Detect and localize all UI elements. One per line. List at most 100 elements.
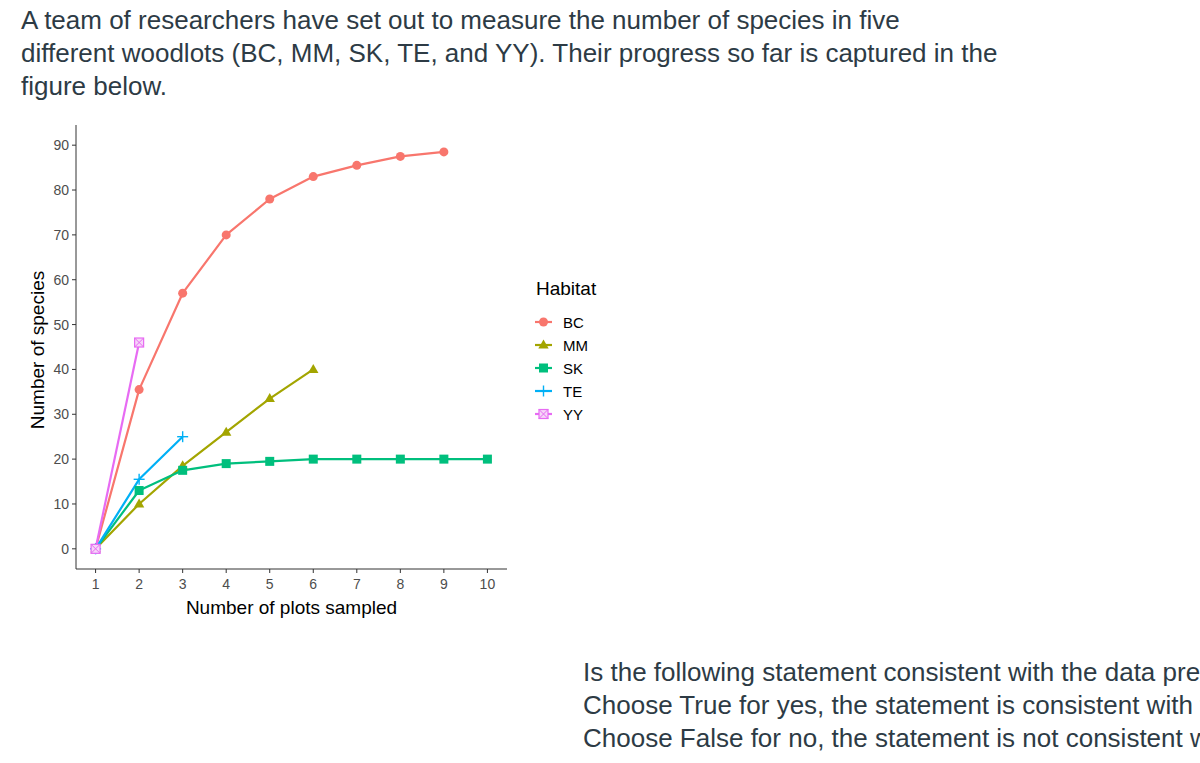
- intro-line: A team of researchers have set out to me…: [21, 5, 900, 35]
- y-tick: [72, 548, 76, 549]
- marker: [135, 385, 144, 394]
- legend-entry: TE: [535, 383, 582, 400]
- marker: [222, 230, 231, 239]
- x-tick: [182, 569, 183, 573]
- y-tick: [72, 190, 76, 191]
- marker: [135, 486, 144, 495]
- y-tick: [72, 369, 76, 370]
- marker-shape: [90, 543, 100, 552]
- marker-shape: [265, 393, 275, 402]
- y-tick: [72, 279, 76, 280]
- marker: [134, 474, 145, 485]
- marker-shape: [178, 466, 187, 475]
- marker: [396, 455, 405, 464]
- marker-shape: [309, 172, 318, 181]
- y-tick: [72, 234, 76, 235]
- x-tick: [356, 569, 357, 573]
- marker-shape: [134, 498, 144, 507]
- marker-shape: [543, 386, 544, 397]
- marker: [538, 386, 549, 397]
- legend-label: BC: [563, 314, 584, 331]
- y-tick: [72, 503, 76, 504]
- marker-shape: [308, 364, 318, 373]
- x-tick-label: 1: [92, 576, 100, 592]
- y-tick: [72, 414, 76, 415]
- marker-shape: [265, 195, 274, 204]
- marker: [91, 544, 100, 553]
- x-axis-title: Number of plots sampled: [186, 597, 397, 618]
- y-tick-label: 40: [53, 361, 69, 377]
- intro-line: figure below.: [21, 71, 167, 101]
- marker: [135, 338, 144, 347]
- y-tick-label: 90: [53, 137, 69, 153]
- marker-shape: [539, 410, 548, 419]
- y-axis-title: Number of species: [27, 271, 48, 429]
- y-tick-label: 0: [61, 541, 69, 557]
- marker: [539, 318, 548, 327]
- marker: [177, 431, 188, 442]
- x-tick-label: 4: [222, 576, 230, 592]
- marker-shape: [539, 410, 548, 419]
- marker-shape: [439, 147, 448, 156]
- marker-shape: [539, 318, 548, 327]
- x-tick: [400, 569, 401, 573]
- marker: [538, 340, 548, 349]
- marker: [352, 161, 361, 170]
- marker-shape: [222, 230, 231, 239]
- marker: [178, 466, 187, 475]
- legend-entry: BC: [535, 314, 584, 331]
- marker: [352, 455, 361, 464]
- marker-shape: [91, 544, 100, 553]
- marker-shape: [91, 544, 100, 553]
- y-tick: [72, 324, 76, 325]
- marker-shape: [483, 455, 492, 464]
- y-tick-label: 60: [53, 272, 69, 288]
- plot-area: [90, 147, 492, 554]
- question-line: Is the following statement consistent wi…: [583, 657, 1200, 687]
- marker-shape: [182, 431, 183, 442]
- x-tick-label: 10: [480, 576, 496, 592]
- legend-label: SK: [563, 360, 583, 377]
- marker: [439, 147, 448, 156]
- page: A team of researchers have set out to me…: [0, 0, 1200, 763]
- question-line: Choose True for yes, the statement is co…: [583, 690, 1200, 720]
- y-tick-label: 70: [53, 227, 69, 243]
- legend-entry: SK: [535, 360, 583, 377]
- x-tick: [313, 569, 314, 573]
- marker: [265, 393, 275, 402]
- x-tick-label: 2: [135, 576, 143, 592]
- x-tick-label: 5: [266, 576, 274, 592]
- legend-label: YY: [563, 406, 583, 423]
- series-line: [96, 343, 140, 549]
- marker: [265, 457, 274, 466]
- marker-shape: [439, 455, 448, 464]
- marker: [309, 455, 318, 464]
- marker: [539, 410, 548, 419]
- x-tick: [226, 569, 227, 573]
- y-tick-label: 50: [53, 317, 69, 333]
- x-tick: [269, 569, 270, 573]
- marker-shape: [138, 474, 139, 485]
- marker-shape: [135, 338, 144, 347]
- y-tick-label: 20: [53, 451, 69, 467]
- marker: [308, 364, 318, 373]
- series-line: [96, 459, 488, 549]
- marker: [91, 544, 100, 553]
- marker-shape: [538, 340, 548, 349]
- marker-shape: [539, 364, 548, 373]
- marker-shape: [309, 455, 318, 464]
- marker-shape: [221, 427, 231, 436]
- marker-shape: [135, 486, 144, 495]
- x-tick: [443, 569, 444, 573]
- x-tick-label: 6: [309, 576, 317, 592]
- marker: [178, 289, 187, 298]
- x-tick: [139, 569, 140, 573]
- marker-shape: [352, 161, 361, 170]
- marker-shape: [135, 385, 144, 394]
- series-line: [96, 437, 183, 549]
- marker-shape: [265, 457, 274, 466]
- marker-shape: [396, 455, 405, 464]
- marker-shape: [91, 544, 100, 553]
- marker: [222, 459, 231, 468]
- x-tick-label: 8: [396, 576, 404, 592]
